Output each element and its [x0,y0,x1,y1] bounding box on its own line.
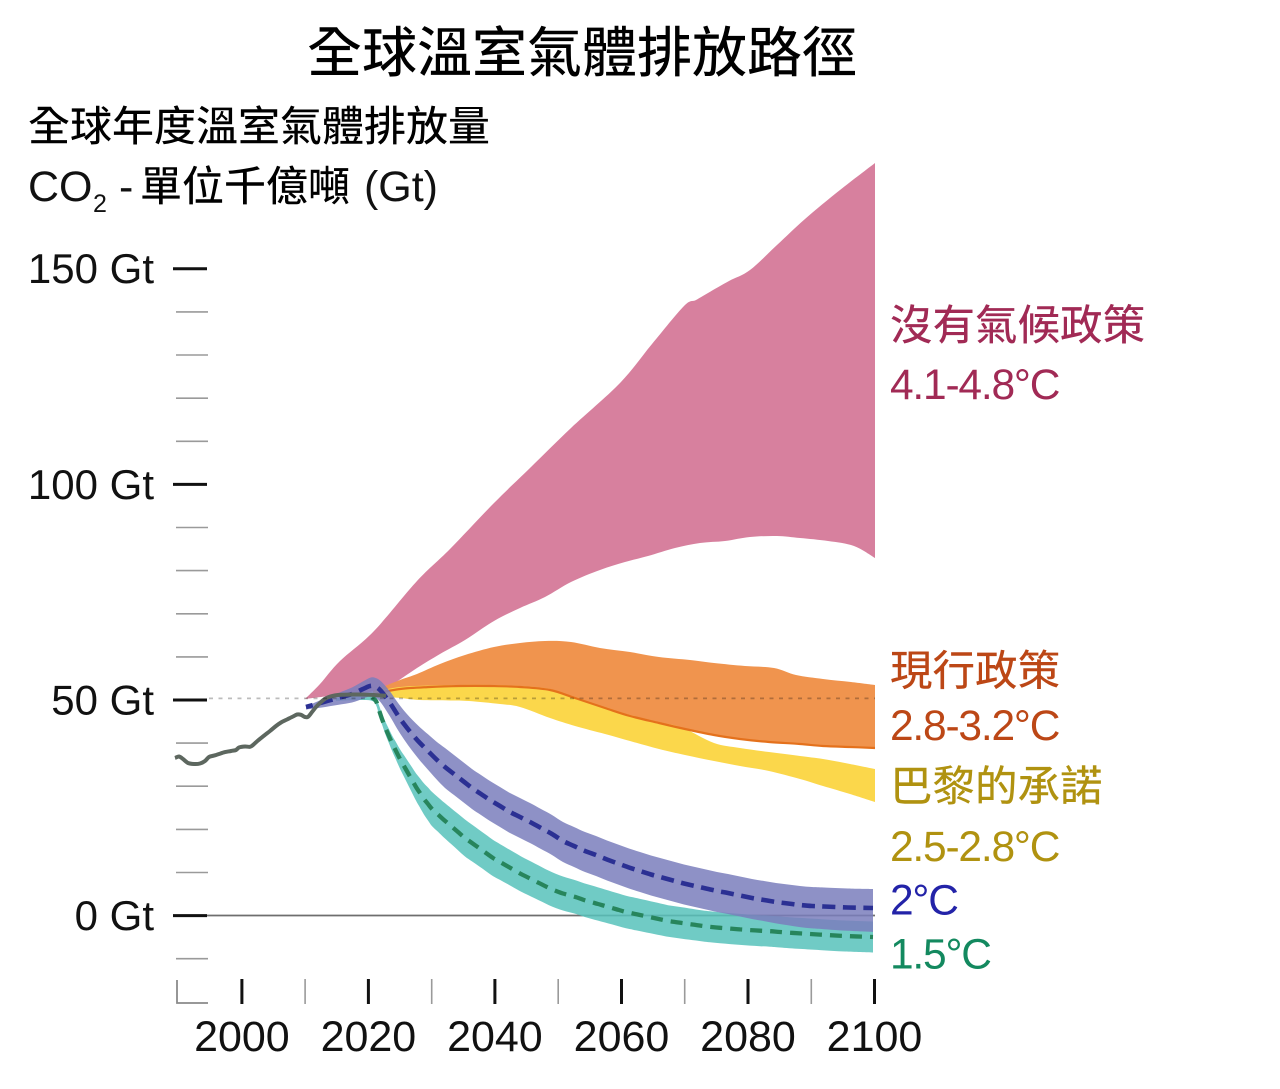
svg-text:2°C: 2°C [890,878,958,925]
svg-text:2000: 2000 [194,1013,290,1061]
svg-text:4.1-4.8°C: 4.1-4.8°C [890,362,1060,409]
svg-text:2060: 2060 [574,1013,670,1061]
svg-text:2020: 2020 [321,1013,417,1061]
svg-text:(Gt): (Gt) [352,163,438,211]
svg-text:150 Gt: 150 Gt [28,245,154,292]
svg-text:1.5°C: 1.5°C [890,932,991,979]
svg-text:2080: 2080 [700,1013,796,1061]
svg-text:2040: 2040 [447,1013,543,1061]
svg-text:0 Gt: 0 Gt [75,892,155,939]
svg-text:100 Gt: 100 Gt [28,461,154,508]
svg-text:CO: CO [28,163,93,211]
svg-text:-: - [107,163,145,211]
svg-text:2.5-2.8°C: 2.5-2.8°C [890,824,1060,871]
svg-text:2.8-3.2°C: 2.8-3.2°C [890,703,1060,750]
svg-text:2100: 2100 [827,1013,923,1061]
svg-text:50 Gt: 50 Gt [51,676,154,723]
svg-text:2: 2 [93,190,107,218]
